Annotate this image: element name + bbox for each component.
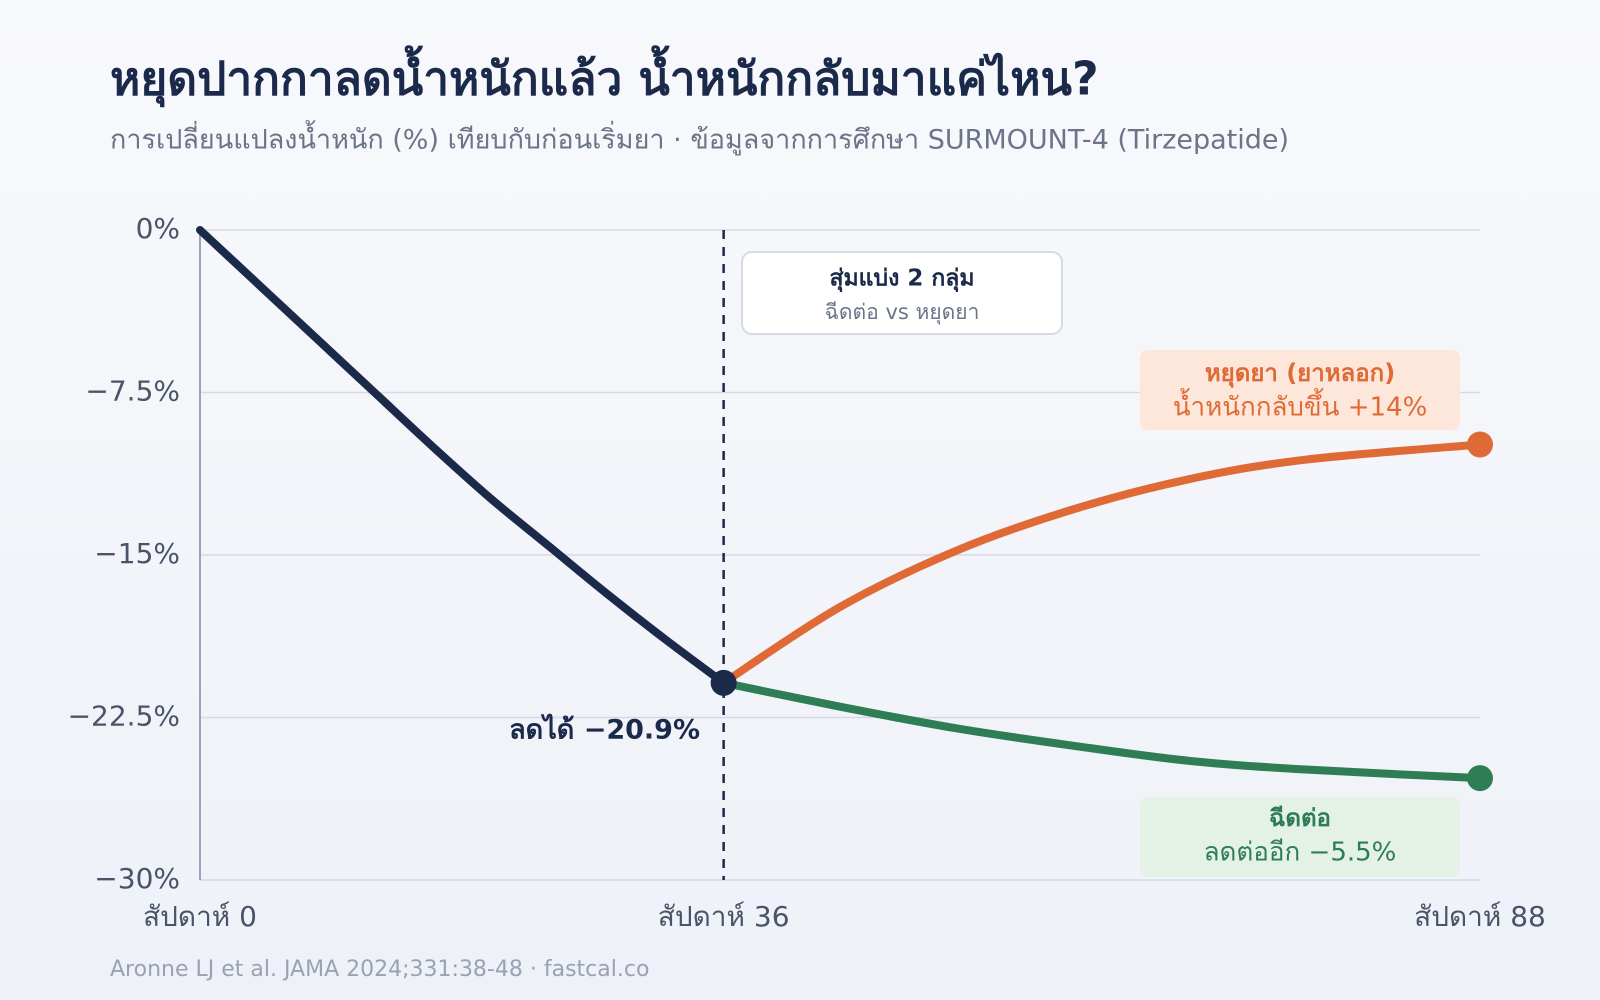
x-tick-label: สัปดาห์ 0 <box>143 900 257 933</box>
y-tick-label: −7.5% <box>85 375 180 408</box>
chart-subtitle: การเปลี่ยนแปลงน้ำหนัก (%) เทียบกับก่อนเร… <box>110 120 1289 156</box>
split-title: สุ่มแบ่ง 2 กลุ่ม <box>829 266 974 293</box>
end-point <box>1467 765 1493 792</box>
split-text: ฉีดต่อ vs หยุดยา <box>825 300 980 325</box>
y-tick-label: −30% <box>94 862 180 895</box>
end-point <box>710 669 737 696</box>
x-tick-label: สัปดาห์ 36 <box>658 900 790 933</box>
stopped-box <box>1140 350 1460 430</box>
series-line <box>196 226 728 687</box>
stopped-text: น้ำหนักกลับขึ้น +14% <box>1173 388 1428 423</box>
end-point <box>1467 431 1493 458</box>
y-tick-label: −22.5% <box>68 700 180 733</box>
continued-title: ฉีดต่อ <box>1269 804 1331 832</box>
series-line <box>719 678 1484 783</box>
y-tick-label: 0% <box>136 212 180 245</box>
split-box <box>741 251 1063 335</box>
source: Aronne LJ et al. JAMA 2024;331:38-48 · f… <box>110 957 649 982</box>
chart-title: หยุดปากกาลดน้ำหนักแล้ว น้ำหนักกลับมาแค่ไ… <box>110 45 1099 108</box>
stopped-title: หยุดยา (ยาหลอก) <box>1205 359 1395 389</box>
continued-text: ลดต่ออีก −5.5% <box>1204 838 1397 868</box>
x-tick-label: สัปดาห์ 88 <box>1414 900 1546 933</box>
continued-box <box>1140 797 1460 877</box>
milestone-label: ลดได้ −20.9% <box>509 714 700 746</box>
y-tick-label: −15% <box>94 537 180 570</box>
series-line <box>719 440 1484 687</box>
